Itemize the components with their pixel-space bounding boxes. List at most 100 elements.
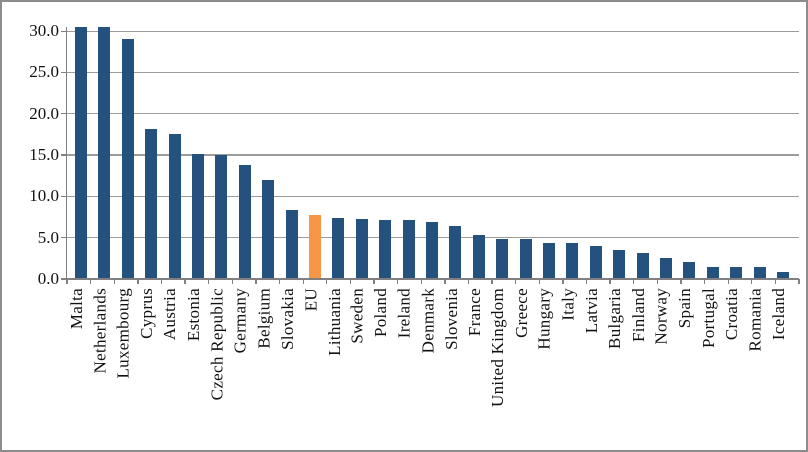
y-axis-label-30.0: 30.0 <box>29 21 59 41</box>
y-tick-25.0 <box>61 71 67 74</box>
x-axis-label-romania: Romania <box>745 288 765 352</box>
x-tick <box>751 279 753 284</box>
x-axis-label-estonia: Estonia <box>184 288 203 342</box>
bar-eu <box>309 215 321 279</box>
x-tick <box>184 279 186 284</box>
x-axis-label-united-kingdom: United Kingdom <box>488 288 508 407</box>
bar-belgium <box>262 179 275 279</box>
x-axis-label-hungary: Hungary <box>535 288 554 350</box>
x-axis-label-spain: Spain <box>675 288 695 329</box>
x-tick <box>703 279 706 284</box>
bar-germany <box>238 164 251 279</box>
bar-united-kingdom <box>496 238 509 279</box>
y-tick-30.0 <box>61 30 67 32</box>
y-axis-line <box>65 27 67 284</box>
x-tick <box>420 279 422 284</box>
bar-ireland <box>402 220 415 279</box>
x-axis-line <box>65 278 799 280</box>
bar-poland <box>379 219 392 279</box>
x-axis-label-eu: EU <box>301 288 320 312</box>
x-axis-label-netherlands: Netherlands <box>90 288 110 374</box>
bar-hungary <box>543 242 555 279</box>
bar-spain <box>683 261 696 279</box>
gridline-25.0 <box>67 71 799 74</box>
x-axis-label-poland: Poland <box>371 288 391 338</box>
bar-norway <box>660 258 672 279</box>
x-tick <box>727 279 729 284</box>
x-axis-label-bulgaria: Bulgaria <box>605 288 625 349</box>
bar-romania <box>753 267 766 279</box>
bar-cyprus <box>145 128 158 279</box>
bar-iceland <box>777 271 789 279</box>
x-tick <box>66 279 68 284</box>
bar-estonia <box>192 154 204 279</box>
x-tick <box>562 279 564 284</box>
x-axis-label-austria: Austria <box>160 288 180 341</box>
y-axis-label-10.0: 10.0 <box>29 186 59 206</box>
y-tick-10.0 <box>61 195 67 198</box>
x-axis-label-ireland: Ireland <box>394 288 414 339</box>
x-tick <box>90 279 92 284</box>
y-tick-20.0 <box>61 113 67 115</box>
x-axis-label-croatia: Croatia <box>722 288 742 341</box>
x-tick <box>774 279 777 284</box>
x-axis-label-latvia: Latvia <box>581 288 601 334</box>
x-tick <box>609 279 611 284</box>
x-axis-label-slovenia: Slovenia <box>441 288 461 350</box>
bar-netherlands <box>98 27 111 279</box>
x-axis-label-cyprus: Cyprus <box>137 288 157 339</box>
x-axis-label-iceland: Iceland <box>769 288 788 341</box>
bar-austria <box>168 133 181 279</box>
bar-malta <box>75 27 87 279</box>
x-tick <box>113 279 115 284</box>
x-axis-label-malta: Malta <box>67 288 86 330</box>
x-tick <box>278 279 281 284</box>
bar-slovakia <box>285 209 298 279</box>
y-tick-0.0 <box>61 278 67 280</box>
x-axis-label-norway: Norway <box>652 288 671 345</box>
x-tick <box>208 279 210 284</box>
bar-finland <box>636 252 649 279</box>
bar-luxembourg <box>121 39 134 279</box>
x-axis-label-greece: Greece <box>511 288 531 338</box>
y-axis-label-25.0: 25.0 <box>29 62 59 82</box>
x-tick <box>491 279 493 284</box>
x-axis-label-denmark: Denmark <box>418 288 437 354</box>
bar-sweden <box>355 218 368 279</box>
x-axis-label-belgium: Belgium <box>254 288 274 349</box>
x-tick <box>515 279 517 284</box>
x-tick <box>633 279 635 284</box>
y-axis-label-20.0: 20.0 <box>29 103 59 123</box>
x-tick <box>444 279 446 284</box>
x-axis-label-finland: Finland <box>628 288 648 343</box>
bar-croatia <box>730 267 743 279</box>
bar-italy <box>566 243 579 279</box>
bar-czech-republic <box>215 155 228 279</box>
gridline-15.0 <box>67 154 799 156</box>
y-axis-label-5.0: 5.0 <box>37 227 59 247</box>
bar-slovenia <box>449 226 462 279</box>
bar-france <box>472 235 485 279</box>
x-axis-label-italy: Italy <box>558 288 578 321</box>
x-tick <box>160 279 163 284</box>
gridline-30.0 <box>67 30 799 32</box>
x-tick <box>680 279 682 284</box>
y-tick-15.0 <box>61 154 67 156</box>
x-tick <box>467 279 470 284</box>
x-tick <box>326 279 328 284</box>
bar-bulgaria <box>613 250 626 279</box>
bar-greece <box>519 239 532 279</box>
x-axis-label-france: France <box>464 288 484 337</box>
x-tick <box>373 279 375 284</box>
x-axis-label-czech-republic: Czech Republic <box>207 288 227 401</box>
y-axis-label-15.0: 15.0 <box>29 145 59 165</box>
x-tick <box>798 279 800 284</box>
y-axis-label-0.0: 0.0 <box>37 269 59 288</box>
x-axis-label-lithuania: Lithuania <box>324 288 344 356</box>
x-tick <box>585 279 588 284</box>
x-tick <box>396 279 399 284</box>
x-axis-label-luxembourg: Luxembourg <box>113 288 133 379</box>
x-axis-label-germany: Germany <box>230 288 250 354</box>
gridline-10.0 <box>67 195 799 198</box>
